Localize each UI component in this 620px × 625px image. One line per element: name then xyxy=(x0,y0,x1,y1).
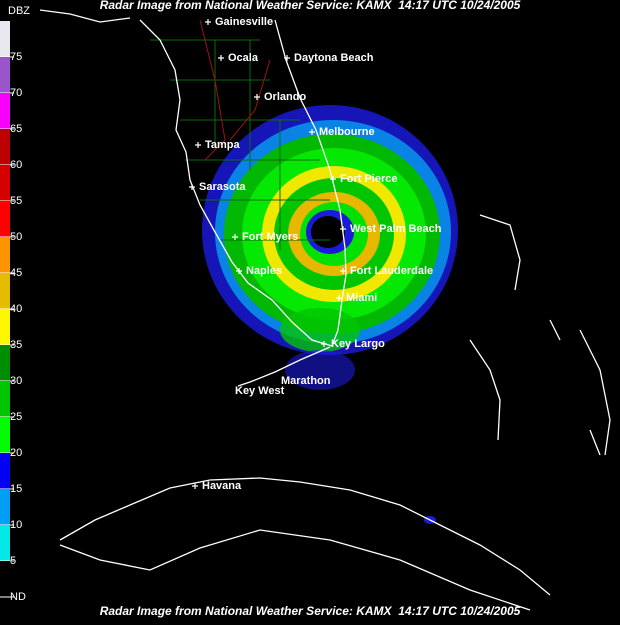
legend-swatch xyxy=(0,165,10,201)
county-lines xyxy=(150,19,330,250)
city-label: Marathon xyxy=(281,375,331,387)
legend-swatch xyxy=(0,57,10,93)
city-label: Havana xyxy=(202,480,242,492)
legend-label: 70 xyxy=(10,87,22,99)
legend-label: 75 xyxy=(10,51,22,63)
legend-label: 55 xyxy=(10,195,22,207)
city-label: Sarasota xyxy=(199,181,246,193)
city-label: Ocala xyxy=(228,52,259,64)
city-label: Melbourne xyxy=(319,126,375,138)
legend-swatch xyxy=(0,129,10,165)
city-label: West Palm Beach xyxy=(350,223,442,235)
legend-label: 20 xyxy=(10,447,22,459)
legend-label: 65 xyxy=(10,123,22,135)
legend-swatch xyxy=(0,417,10,453)
legend-unit: DBZ xyxy=(8,5,30,17)
legend-label: 60 xyxy=(10,159,22,171)
city-label: Fort Myers xyxy=(242,231,298,243)
legend-label: 10 xyxy=(10,519,22,531)
city-label: Fort Lauderdale xyxy=(350,265,433,277)
legend-swatch xyxy=(0,453,10,489)
legend-swatch xyxy=(0,345,10,381)
legend-label: ND xyxy=(10,591,26,603)
legend-label: 35 xyxy=(10,339,22,351)
footer-title: Radar Image from National Weather Servic… xyxy=(100,604,521,618)
legend-swatch xyxy=(0,381,10,417)
legend-swatch xyxy=(0,93,10,129)
header-title: Radar Image from National Weather Servic… xyxy=(100,0,521,12)
city-label: Key Largo xyxy=(331,338,385,350)
coastlines xyxy=(39,9,611,611)
city-label: Gainesville xyxy=(215,16,273,28)
legend-label: 30 xyxy=(10,375,22,387)
city-label: Miami xyxy=(346,292,377,304)
legend-label: 5 xyxy=(10,555,16,567)
legend-swatch xyxy=(0,309,10,345)
city-label: Key West xyxy=(235,385,285,397)
city-labels: Gainesville Ocala Daytona Beach Orlando … xyxy=(199,16,442,492)
legend-label: 25 xyxy=(10,411,22,423)
legend-label: 40 xyxy=(10,303,22,315)
city-label: Daytona Beach xyxy=(294,52,374,64)
legend-swatch xyxy=(0,561,10,597)
legend-swatch xyxy=(0,201,10,237)
legend-swatch xyxy=(0,273,10,309)
city-label: Fort Pierce xyxy=(340,173,397,185)
legend-label: 15 xyxy=(10,483,22,495)
city-label: Naples xyxy=(246,265,282,277)
legend-swatch xyxy=(0,489,10,525)
city-label: Orlando xyxy=(264,91,306,103)
city-label: Tampa xyxy=(205,139,241,151)
legend-swatch xyxy=(0,21,10,57)
city-markers xyxy=(189,19,346,489)
legend-label: 50 xyxy=(10,231,22,243)
legend: DBZ 75 70 65 60 55 50 45 40 35 30 25 20 15 10 5 ND xyxy=(0,5,30,603)
legend-swatch xyxy=(0,237,10,273)
legend-swatch xyxy=(0,525,10,561)
legend-label: 45 xyxy=(10,267,22,279)
